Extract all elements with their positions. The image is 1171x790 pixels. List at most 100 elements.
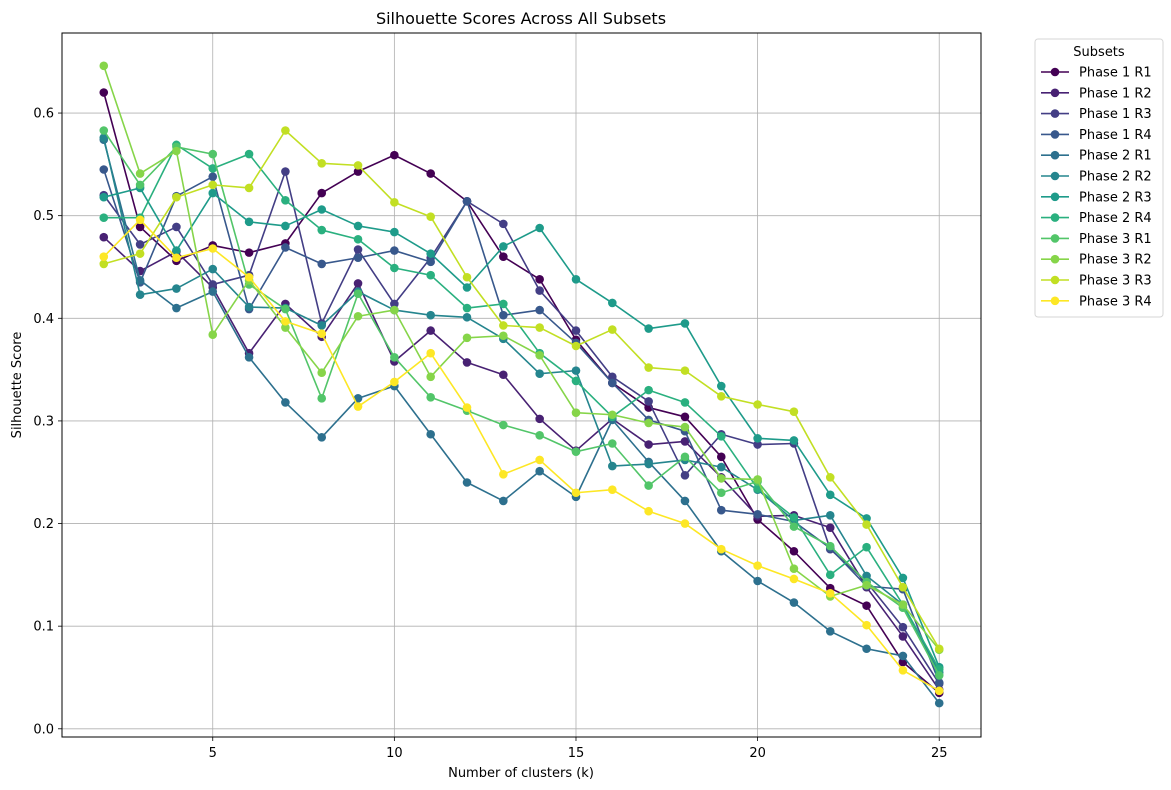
data-point	[644, 324, 653, 333]
data-point	[499, 252, 508, 262]
legend-label: Phase 2 R3	[1079, 190, 1152, 205]
data-point	[390, 299, 399, 309]
legend-label: Phase 3 R2	[1079, 253, 1152, 268]
data-point	[535, 305, 544, 315]
data-point	[208, 149, 218, 159]
legend-label: Phase 2 R4	[1079, 211, 1152, 226]
data-point	[535, 455, 544, 465]
data-point	[571, 376, 581, 386]
data-point	[608, 372, 617, 382]
data-point	[99, 126, 109, 135]
legend-label: Phase 1 R2	[1079, 86, 1152, 101]
data-point	[789, 574, 799, 584]
x-axis-label: Number of clusters (k)	[448, 766, 594, 781]
data-point	[535, 466, 544, 476]
data-point	[172, 284, 181, 293]
data-point	[317, 205, 327, 214]
data-point	[825, 627, 835, 636]
data-point	[680, 437, 690, 446]
data-point	[172, 246, 181, 255]
legend-swatch-marker	[1050, 275, 1060, 285]
data-point	[426, 169, 435, 178]
data-point	[244, 149, 254, 159]
data-point	[571, 408, 581, 418]
series-line	[102, 139, 940, 704]
series-line	[103, 65, 940, 651]
data-point	[135, 180, 145, 190]
legend-title: Subsets	[1073, 45, 1125, 60]
data-point	[244, 248, 254, 257]
data-point	[281, 243, 290, 252]
data-point	[644, 481, 653, 490]
data-point	[281, 304, 290, 314]
data-point	[135, 222, 145, 232]
data-point	[353, 234, 363, 244]
legend-item: Phase 1 R3	[1041, 107, 1152, 122]
data-point	[825, 570, 835, 580]
data-point	[390, 377, 399, 387]
data-point	[825, 490, 835, 500]
legend-swatch-marker	[1050, 88, 1060, 98]
data-point	[825, 511, 835, 520]
data-point	[462, 283, 472, 292]
legend-swatch-marker	[1050, 150, 1060, 160]
series-phase-2-r3	[99, 183, 944, 672]
data-point	[789, 522, 799, 531]
data-point	[208, 164, 218, 173]
data-point	[680, 398, 690, 407]
data-point	[608, 439, 617, 448]
data-point	[644, 418, 653, 428]
data-point	[135, 249, 145, 258]
data-point	[281, 126, 290, 135]
data-point	[426, 326, 435, 335]
data-point	[499, 310, 508, 320]
data-point	[281, 221, 290, 231]
series-line	[103, 170, 940, 685]
data-point	[571, 341, 581, 351]
data-point	[898, 582, 908, 592]
legend-swatch-marker	[1050, 234, 1060, 243]
data-point	[208, 244, 218, 253]
data-point	[608, 325, 617, 334]
data-point	[390, 246, 399, 255]
data-point	[680, 452, 690, 462]
data-point	[608, 378, 617, 388]
axis-ticks: 5 10 15 20 25 0.0 0.1 0.2 0.3 0.4 0.5 0.6	[33, 107, 947, 761]
series-line	[103, 218, 940, 692]
data-point	[462, 312, 472, 322]
data-point	[390, 150, 399, 160]
data-point	[571, 275, 581, 284]
data-point	[317, 225, 327, 235]
data-point	[499, 299, 508, 309]
legend-item: Phase 2 R1	[1041, 149, 1152, 164]
legend-swatch-marker	[1050, 296, 1060, 306]
data-point	[608, 410, 617, 420]
y-tick-label: 0.3	[33, 414, 54, 429]
data-point	[608, 298, 617, 308]
series-line	[103, 236, 940, 691]
data-point	[426, 249, 435, 258]
legend-item: Phase 1 R1	[1041, 66, 1152, 81]
data-point	[172, 222, 181, 232]
data-point	[825, 523, 835, 532]
data-point	[499, 331, 508, 341]
data-point	[390, 305, 399, 315]
series-phase-3-r1	[99, 126, 944, 680]
x-tick-label: 20	[749, 746, 766, 761]
data-point	[99, 88, 109, 97]
data-point	[898, 600, 908, 609]
y-tick-label: 0.1	[33, 620, 54, 635]
data-point	[644, 385, 653, 395]
data-point	[644, 506, 653, 516]
data-point	[208, 188, 218, 198]
data-point	[317, 321, 327, 330]
data-point	[499, 420, 508, 430]
data-point	[644, 440, 653, 449]
data-point	[208, 280, 218, 289]
data-point	[317, 433, 327, 442]
data-point	[680, 319, 690, 328]
data-point	[680, 366, 690, 375]
data-point	[462, 358, 472, 367]
data-point	[499, 370, 508, 380]
data-point	[499, 321, 508, 330]
